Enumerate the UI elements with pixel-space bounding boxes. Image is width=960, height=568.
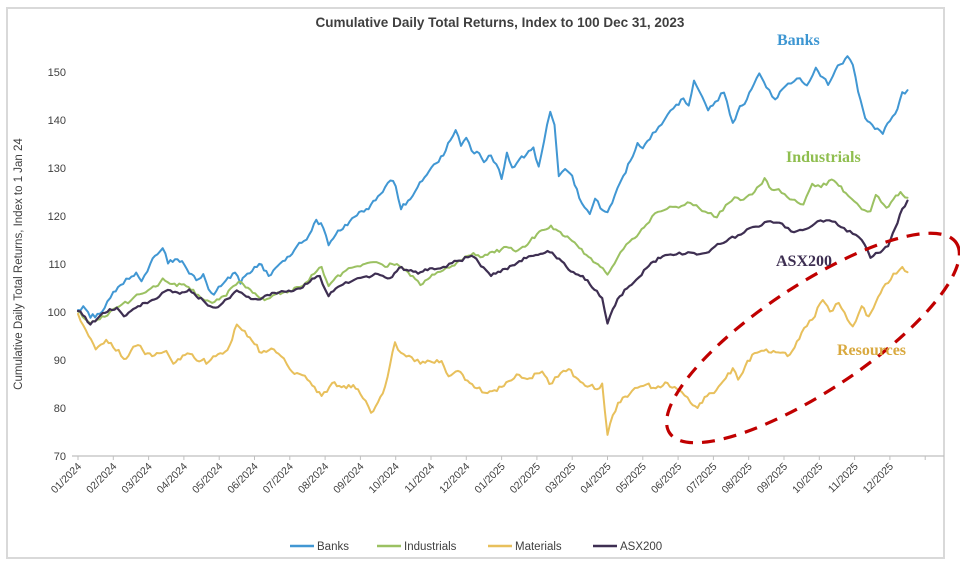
x-tick-label: 03/2025	[543, 461, 578, 496]
chart-title: Cumulative Daily Total Returns, Index to…	[316, 15, 685, 30]
banks-series-label: Banks	[777, 32, 820, 49]
x-tick-label: 08/2025	[719, 461, 754, 496]
y-tick-label: 90	[54, 355, 66, 367]
x-tick-label: 10/2024	[366, 461, 401, 496]
y-tick-label: 150	[48, 67, 66, 79]
x-tick-label: 02/2025	[508, 461, 543, 496]
x-tick-label: 06/2025	[649, 461, 684, 496]
x-tick-label: 07/2024	[261, 461, 296, 496]
y-axis-title: Cumulative Daily Total Returns, Index to…	[13, 138, 25, 390]
series-line-materials	[77, 265, 909, 436]
x-tick-label: 11/2025	[826, 461, 861, 496]
x-tick-label: 09/2024	[331, 461, 366, 496]
x-tick-label: 07/2025	[684, 461, 719, 496]
x-tick-label: 05/2025	[614, 461, 649, 496]
resources-series-label: Resources	[837, 342, 906, 359]
y-tick-label: 70	[54, 451, 66, 463]
x-tick-label: 01/2024	[49, 461, 84, 496]
y-tick-label: 80	[54, 403, 66, 415]
legend-label-asx200: ASX200	[620, 541, 662, 553]
x-tick-label: 05/2024	[190, 461, 225, 496]
x-tick-label: 04/2024	[155, 461, 190, 496]
x-tick-label: 06/2024	[225, 461, 260, 496]
x-tick-label: 03/2024	[119, 461, 154, 496]
x-tick-label: 11/2024	[402, 461, 437, 496]
chart-frame	[6, 7, 945, 559]
series-line-industrials	[77, 177, 909, 325]
x-tick-label: 12/2024	[437, 461, 472, 496]
series-line-banks	[77, 55, 909, 319]
asx200-series-label: ASX200	[776, 253, 832, 270]
y-tick-label: 130	[48, 163, 66, 175]
legend-label-industrials: Industrials	[404, 541, 457, 553]
legend-label-banks: Banks	[317, 541, 349, 553]
industrials-series-label: Industrials	[786, 149, 861, 166]
x-tick-label: 04/2025	[578, 461, 613, 496]
x-tick-label: 08/2024	[296, 461, 331, 496]
x-tick-label: 12/2025	[861, 461, 896, 496]
y-tick-label: 120	[48, 211, 66, 223]
series-line-asx200	[76, 199, 909, 326]
x-tick-label: 09/2025	[755, 461, 790, 496]
y-tick-label: 110	[48, 259, 66, 271]
legend-label-materials: Materials	[515, 541, 562, 553]
x-tick-label: 01/2025	[472, 461, 507, 496]
x-tick-label: 02/2024	[84, 461, 119, 496]
x-tick-label: 10/2025	[790, 461, 825, 496]
y-tick-label: 100	[48, 307, 66, 319]
resources-highlight-ellipse	[665, 231, 960, 445]
y-tick-label: 140	[48, 115, 66, 127]
